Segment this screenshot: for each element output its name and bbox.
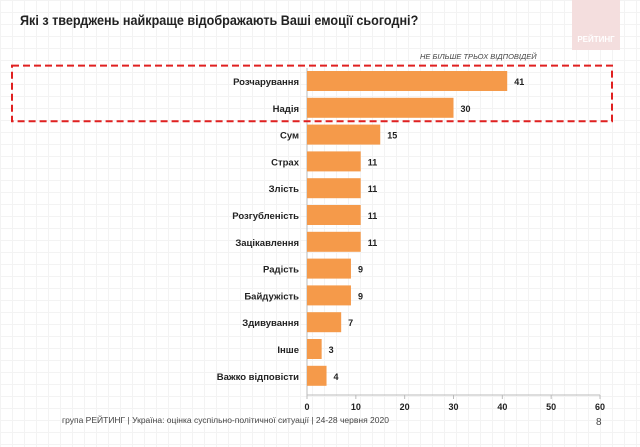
footer-text: група РЕЙТИНГ | Україна: оцінка суспільн… — [62, 415, 389, 425]
category-label: Здивування — [242, 318, 299, 329]
value-label: 11 — [368, 211, 378, 221]
x-tick-label: 50 — [546, 402, 556, 412]
value-label: 9 — [358, 265, 363, 275]
value-label: 11 — [368, 238, 378, 248]
chart-title: Які з тверджень найкраще відображають Ва… — [20, 12, 419, 28]
x-tick-label: 10 — [351, 402, 361, 412]
bar — [307, 365, 327, 386]
value-label: 3 — [329, 345, 334, 355]
category-label: Сум — [280, 131, 299, 142]
x-tick-label: 60 — [595, 402, 605, 412]
bar — [307, 258, 351, 279]
logo: РЕЙТИНГ — [572, 0, 620, 50]
bar — [307, 178, 361, 199]
value-label: 4 — [334, 372, 339, 382]
value-label: 30 — [461, 104, 471, 114]
bar — [307, 151, 361, 172]
bar — [307, 71, 508, 91]
bar — [307, 97, 454, 118]
logo-text: РЕЙТИНГ — [577, 35, 615, 44]
category-label: Страх — [271, 157, 300, 168]
chart-subtitle: НЕ БІЛЬШЕ ТРЬОХ ВІДПОВІДЕЙ — [420, 52, 537, 61]
value-label: 11 — [368, 184, 378, 194]
value-label: 7 — [348, 318, 353, 328]
category-label: Надія — [273, 104, 299, 115]
category-label: Злість — [269, 184, 300, 195]
category-label: Розчарування — [233, 77, 299, 88]
bar — [307, 124, 381, 145]
category-label: Радість — [263, 265, 299, 276]
highlight-box — [11, 64, 613, 123]
category-label: Важко відповісти — [217, 372, 299, 383]
value-label: 11 — [368, 157, 378, 167]
category-label: Розгубленість — [232, 211, 299, 222]
x-tick-label: 40 — [497, 402, 507, 412]
value-label: 15 — [387, 131, 397, 141]
category-label: Байдужість — [244, 291, 299, 302]
page-number: 8 — [596, 417, 602, 428]
category-label: Інше — [277, 345, 299, 356]
value-label: 9 — [358, 291, 363, 301]
x-tick-label: 30 — [448, 402, 458, 412]
bar — [307, 312, 342, 333]
bar — [307, 205, 361, 225]
value-label: 41 — [514, 77, 524, 87]
bar — [307, 231, 361, 252]
x-tick-label: 20 — [400, 402, 410, 412]
bar — [307, 285, 351, 306]
bar — [307, 339, 322, 359]
category-label: Зацікавлення — [235, 238, 299, 249]
x-tick-label: 0 — [304, 402, 309, 412]
